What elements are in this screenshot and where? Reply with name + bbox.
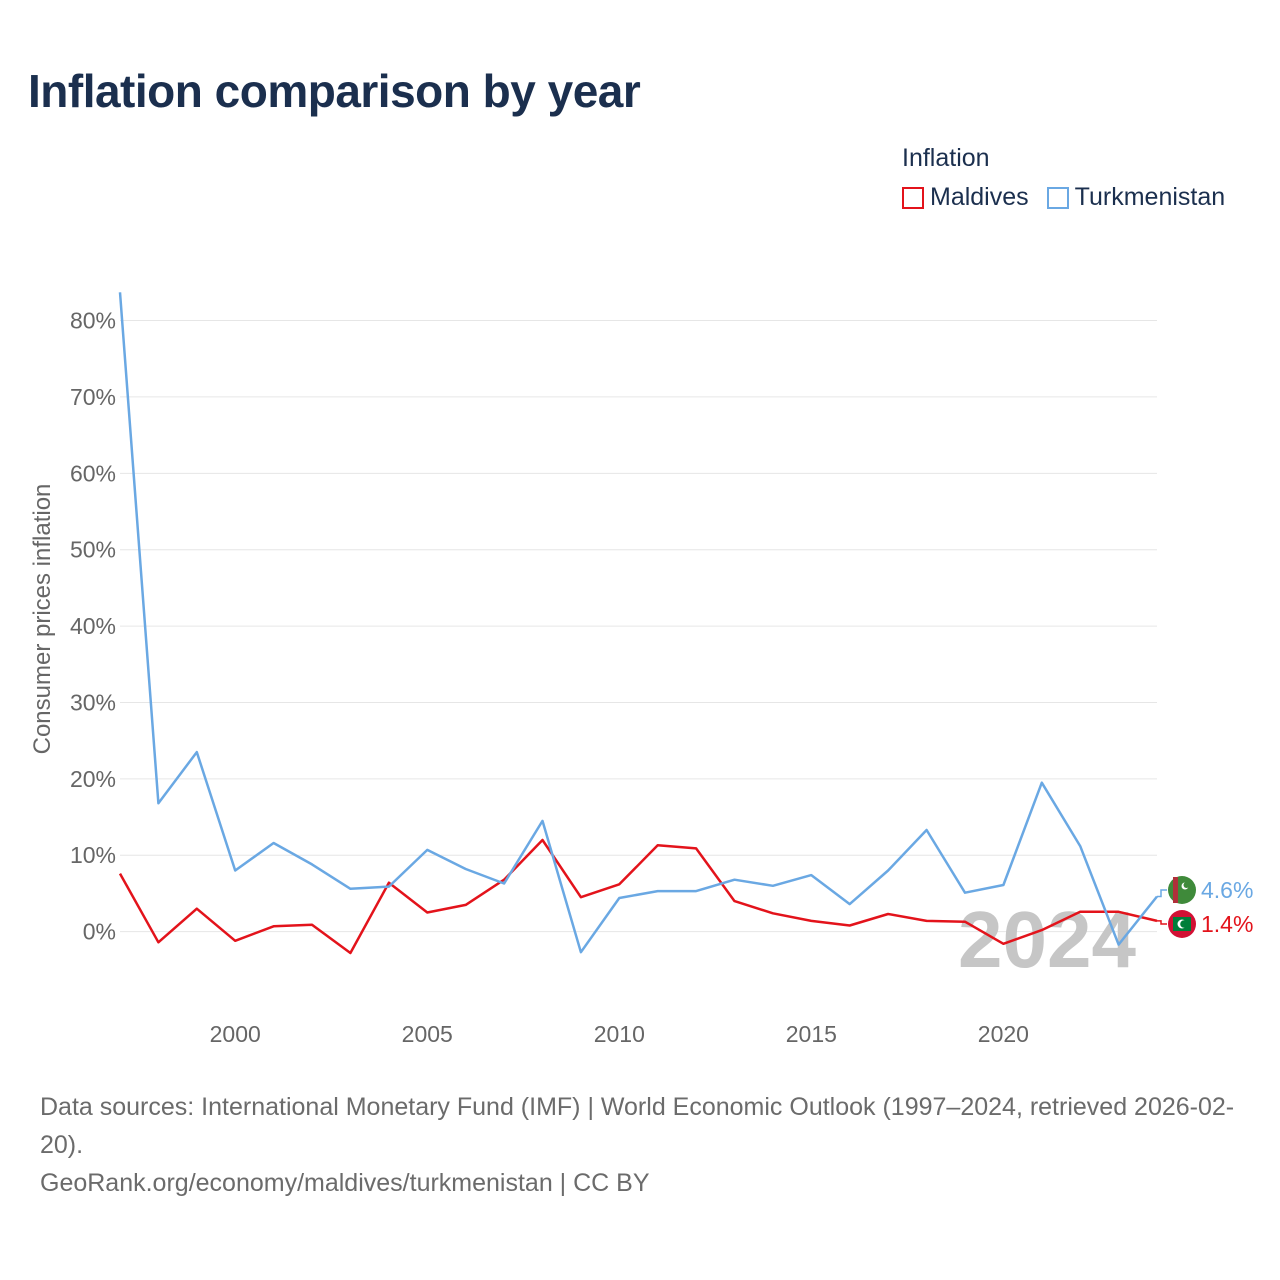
legend-title: Inflation [902,144,990,172]
end-label-turkmenistan: 4.6% [1201,877,1253,903]
turkmenistan-flag-stripe [1173,877,1178,903]
y-tick-label: 10% [70,842,116,868]
series-line-maldives [118,838,1158,955]
y-tick-label: 40% [70,613,116,639]
end-label-maldives: 1.4% [1201,911,1253,937]
y-tick-label: 80% [70,308,116,334]
data-sources: Data sources: International Monetary Fun… [40,1093,1235,1159]
end-connector-maldives [1157,920,1167,925]
legend-item-maldives[interactable]: Maldives [902,183,1029,212]
line-chart: 0% 10% 20% 30% 40% 50% 60% 70% 80% 2000 2005 2010 20… [29,292,1253,1047]
x-tick-label: 2015 [786,1021,837,1047]
y-tick-label: 30% [70,689,116,715]
legend-swatch-maldives [902,186,924,209]
y-tick-label: 50% [70,537,116,563]
credit-link[interactable]: GeoRank.org/economy/maldives/turkmenista… [40,1169,650,1197]
y-tick-label: 70% [70,384,116,410]
legend-swatch-turkmenistan [1046,186,1069,209]
footer: Data sources: International Monetary Fun… [40,1088,1250,1202]
x-tick-label: 2000 [210,1021,261,1047]
y-tick-label: 20% [70,766,116,792]
series-line-turkmenistan [118,292,1158,954]
turkmenistan-flag-icon [1168,876,1196,904]
y-tick-label: 60% [70,460,116,486]
page-title: Inflation comparison by year [28,65,641,117]
y-tick-label: 0% [83,919,116,945]
y-axis-label: Consumer prices inflation [29,484,56,755]
maldives-flag-crescent-cut [1180,920,1188,928]
legend-item-turkmenistan[interactable]: Turkmenistan [1046,183,1226,212]
end-connector-turkmenistan [1157,889,1167,898]
watermark-year: 2024 [958,895,1136,984]
turkmenistan-flag-crescent-cut [1183,882,1190,888]
x-tick-label: 2010 [594,1021,645,1047]
legend: Inflation Maldives Turkmenistan [902,144,1225,212]
x-tick-label: 2005 [402,1021,453,1047]
legend-label-maldives: Maldives [930,183,1029,211]
legend-label-turkmenistan: Turkmenistan [1074,183,1226,211]
x-tick-label: 2020 [978,1021,1029,1047]
